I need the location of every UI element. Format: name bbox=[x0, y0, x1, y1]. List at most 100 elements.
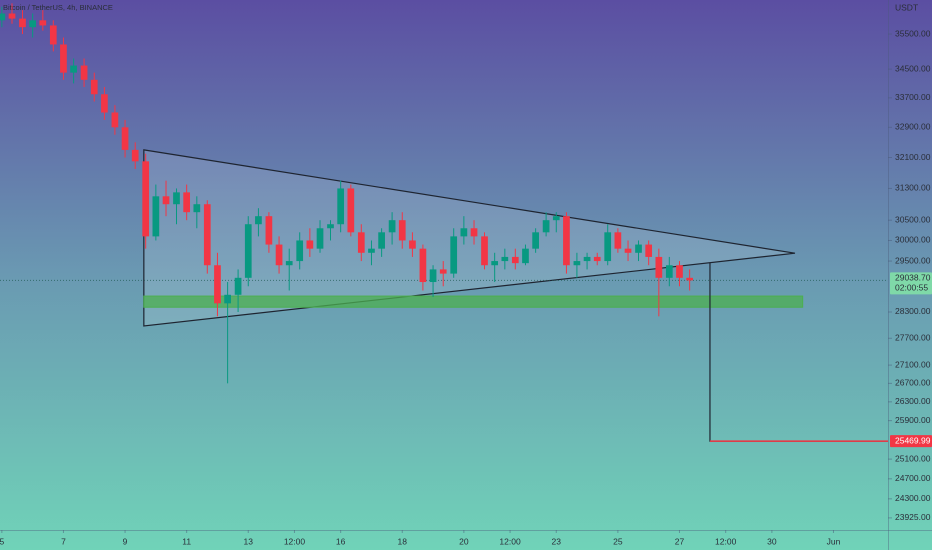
x-tick-label: 9 bbox=[123, 536, 128, 546]
candle-body bbox=[491, 261, 499, 266]
y-tick-label: 26300.00 bbox=[895, 396, 931, 406]
candle-body bbox=[573, 261, 581, 266]
y-tick-label: 27700.00 bbox=[895, 333, 931, 343]
triangle-pattern bbox=[143, 149, 796, 327]
candle-body bbox=[542, 220, 550, 233]
candle-body bbox=[398, 220, 406, 241]
candle-body bbox=[583, 256, 591, 262]
last-price-tag bbox=[890, 272, 932, 295]
candle-body bbox=[511, 256, 519, 264]
candle-body bbox=[552, 216, 560, 221]
y-tick-label: 31300.00 bbox=[895, 183, 931, 193]
y-tick-label: 32100.00 bbox=[895, 152, 931, 162]
x-tick-label: 12:00 bbox=[499, 536, 521, 546]
candle-body bbox=[29, 20, 37, 28]
y-tick-label: 25100.00 bbox=[895, 453, 931, 463]
x-tick-label: 25 bbox=[613, 536, 623, 546]
y-tick-label: 27100.00 bbox=[895, 359, 931, 369]
x-tick-label: 12:00 bbox=[284, 536, 306, 546]
y-tick-label: 34500.00 bbox=[895, 63, 931, 73]
candle-body bbox=[665, 265, 673, 278]
candle-body bbox=[419, 248, 427, 283]
x-tick-label: 30 bbox=[767, 536, 777, 546]
candle-body bbox=[203, 204, 211, 266]
candle-body bbox=[214, 265, 221, 304]
candle-body bbox=[347, 188, 355, 233]
candle-body bbox=[193, 204, 201, 213]
y-tick-label: 28300.00 bbox=[895, 306, 931, 316]
candle-body bbox=[368, 248, 375, 253]
candle-body bbox=[152, 196, 160, 237]
target-price-tag bbox=[890, 435, 932, 448]
candle-body bbox=[593, 256, 601, 262]
candle-body bbox=[49, 25, 57, 45]
candle-body bbox=[316, 228, 324, 249]
countdown-label: 02:00:55 bbox=[895, 283, 928, 293]
candle-body bbox=[90, 79, 98, 95]
y-tick-label: 25900.00 bbox=[895, 415, 931, 425]
candle-body bbox=[501, 256, 509, 262]
candle-body bbox=[234, 277, 242, 295]
candle-body bbox=[481, 236, 488, 266]
candle-body bbox=[470, 228, 478, 237]
last-price-label: 29038.70 bbox=[895, 273, 931, 283]
candle-body bbox=[357, 232, 365, 253]
y-tick-label: 23925.00 bbox=[895, 512, 931, 522]
candle-body bbox=[624, 248, 632, 253]
candle-body bbox=[429, 269, 437, 283]
candle-body bbox=[60, 44, 67, 73]
x-tick-label: 18 bbox=[398, 536, 408, 546]
candle-body bbox=[686, 277, 693, 281]
candle-body bbox=[676, 265, 683, 278]
candle-body bbox=[70, 65, 77, 73]
y-tick-label: 30500.00 bbox=[895, 214, 931, 224]
support-zone bbox=[143, 295, 804, 308]
candle-body bbox=[614, 232, 622, 249]
y-tick-label: 30000.00 bbox=[895, 235, 931, 245]
candle-body bbox=[0, 13, 6, 21]
y-tick-label: 32900.00 bbox=[895, 122, 931, 132]
candle-body bbox=[532, 232, 539, 249]
x-tick-label: 7 bbox=[61, 536, 66, 546]
x-tick-label: 13 bbox=[244, 536, 254, 546]
x-tick-label: 27 bbox=[675, 536, 685, 546]
y-tick-label: 29500.00 bbox=[895, 255, 931, 265]
candle-body bbox=[255, 216, 262, 225]
candle-body bbox=[378, 232, 385, 249]
candle-body bbox=[80, 65, 88, 80]
candle-body bbox=[111, 112, 119, 128]
candle-body bbox=[162, 196, 170, 205]
candle-body bbox=[439, 269, 447, 274]
candle-body bbox=[460, 228, 468, 237]
x-tick-label: Jun bbox=[827, 536, 841, 546]
candle-body bbox=[645, 244, 653, 257]
candle-body bbox=[142, 161, 150, 237]
candle-body bbox=[306, 240, 314, 249]
candle-body bbox=[285, 261, 293, 266]
candle-body bbox=[224, 294, 231, 304]
y-tick-label: 24700.00 bbox=[895, 473, 931, 483]
x-tick-label: 11 bbox=[182, 536, 191, 546]
candle-body bbox=[635, 244, 642, 253]
candle-body bbox=[265, 216, 273, 245]
candle-body bbox=[8, 13, 16, 19]
y-tick-label: 24300.00 bbox=[895, 493, 931, 503]
x-tick-label: 23 bbox=[552, 536, 562, 546]
candle-body bbox=[450, 236, 458, 274]
candle-body bbox=[39, 20, 47, 26]
y-tick-label: 33700.00 bbox=[895, 92, 931, 102]
y-tick-label: 26700.00 bbox=[895, 378, 931, 388]
y-tick-label: 35500.00 bbox=[895, 28, 931, 38]
candle-body bbox=[522, 248, 529, 264]
symbol-title: Bitcoin / TetherUS, 4h, BINANCE bbox=[3, 3, 113, 12]
candle-body bbox=[101, 94, 108, 113]
candle-body bbox=[327, 224, 334, 229]
candle-body bbox=[183, 192, 191, 213]
candle-body bbox=[173, 192, 180, 205]
candle-body bbox=[337, 188, 345, 225]
candle-body bbox=[409, 240, 416, 249]
candle-body bbox=[604, 232, 612, 262]
